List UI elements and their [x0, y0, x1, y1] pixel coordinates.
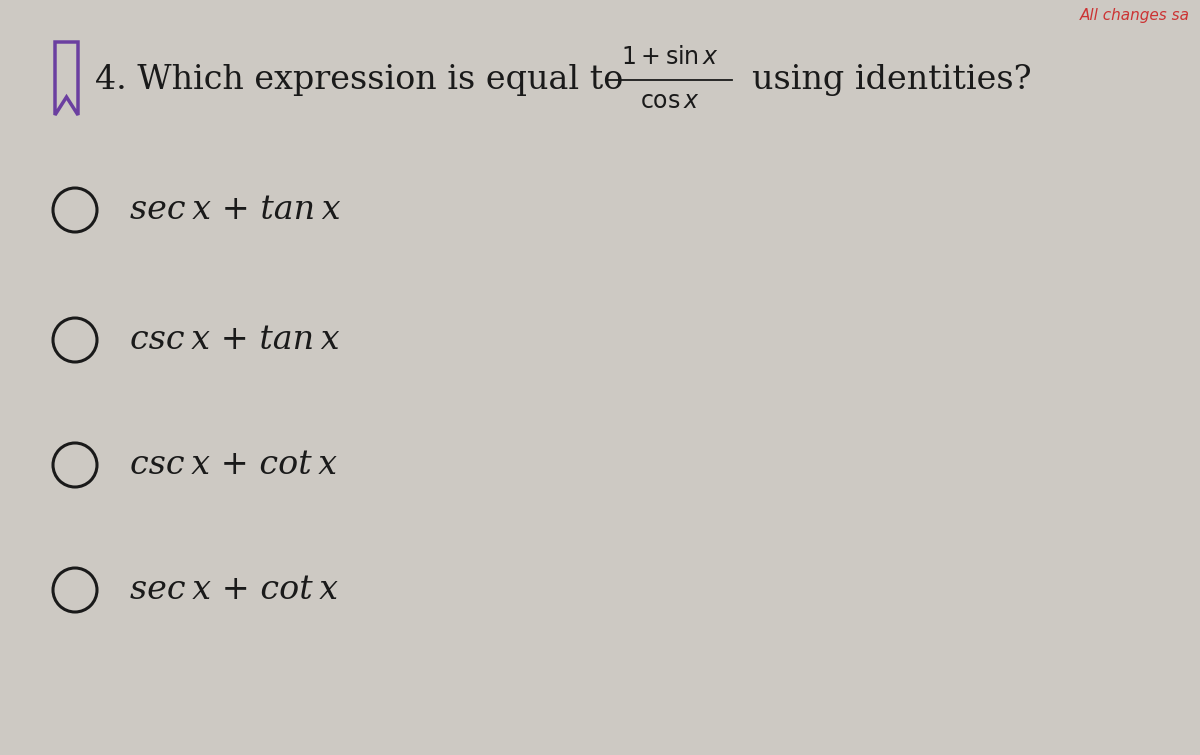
Text: csc x + cot x: csc x + cot x [130, 449, 337, 481]
Text: sec x + cot x: sec x + cot x [130, 574, 338, 606]
Text: 4. Which expression is equal to: 4. Which expression is equal to [95, 64, 623, 96]
Text: $\cos x$: $\cos x$ [640, 91, 700, 113]
Text: All changes sa: All changes sa [1080, 8, 1190, 23]
Text: using identities?: using identities? [752, 64, 1032, 96]
Text: csc x + tan x: csc x + tan x [130, 324, 340, 356]
Text: $1+\sin x$: $1+\sin x$ [622, 47, 719, 69]
Text: sec x + tan x: sec x + tan x [130, 194, 341, 226]
